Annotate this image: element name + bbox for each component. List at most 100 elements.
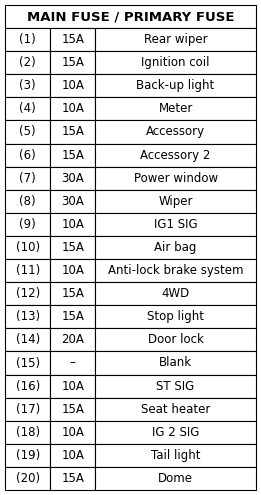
Text: 15A: 15A — [61, 56, 84, 69]
Text: 10A: 10A — [61, 218, 84, 231]
Text: 15A: 15A — [61, 403, 84, 416]
Bar — [96, 120, 256, 144]
Text: (4): (4) — [19, 102, 36, 115]
Bar — [5, 421, 50, 444]
Text: (12): (12) — [16, 287, 40, 300]
Bar — [5, 98, 50, 120]
Bar — [96, 74, 256, 98]
Text: (14): (14) — [16, 334, 40, 346]
Bar — [96, 51, 256, 74]
Text: 10A: 10A — [61, 426, 84, 439]
Text: Tail light: Tail light — [151, 449, 200, 462]
Bar — [96, 236, 256, 259]
Bar — [50, 144, 96, 167]
Text: 15A: 15A — [61, 126, 84, 139]
Text: Accessory 2: Accessory 2 — [140, 148, 211, 161]
Bar — [96, 190, 256, 213]
Bar — [5, 397, 50, 421]
Text: Dome: Dome — [158, 472, 193, 485]
Bar — [50, 259, 96, 282]
Text: (6): (6) — [19, 148, 36, 161]
Text: (10): (10) — [16, 241, 40, 254]
Text: 15A: 15A — [61, 241, 84, 254]
Bar — [50, 120, 96, 144]
Bar — [96, 328, 256, 351]
Bar — [96, 351, 256, 375]
Text: (19): (19) — [16, 449, 40, 462]
Text: 15A: 15A — [61, 148, 84, 161]
Bar — [50, 421, 96, 444]
Text: Ignition coil: Ignition coil — [141, 56, 210, 69]
Bar — [96, 282, 256, 305]
Bar — [50, 28, 96, 51]
Text: –: – — [70, 356, 76, 369]
Bar — [96, 305, 256, 328]
Bar — [5, 282, 50, 305]
Bar — [96, 467, 256, 490]
Bar — [50, 98, 96, 120]
Bar — [50, 282, 96, 305]
Bar — [50, 351, 96, 375]
Bar — [5, 144, 50, 167]
Text: Wiper: Wiper — [158, 195, 193, 208]
Text: 30A: 30A — [62, 195, 84, 208]
Text: Anti-lock brake system: Anti-lock brake system — [108, 264, 243, 277]
Bar — [50, 375, 96, 397]
Bar — [5, 236, 50, 259]
Bar — [96, 397, 256, 421]
Text: (1): (1) — [19, 33, 36, 46]
Text: 10A: 10A — [61, 264, 84, 277]
Bar — [96, 259, 256, 282]
Text: Blank: Blank — [159, 356, 192, 369]
Bar — [96, 444, 256, 467]
Bar — [96, 375, 256, 397]
Text: Stop light: Stop light — [147, 310, 204, 323]
Bar — [5, 213, 50, 236]
Text: IG1 SIG: IG1 SIG — [154, 218, 197, 231]
Text: (3): (3) — [19, 79, 36, 92]
Bar — [50, 328, 96, 351]
Bar — [5, 467, 50, 490]
Text: ST SIG: ST SIG — [157, 380, 195, 393]
Bar — [5, 259, 50, 282]
Text: 15A: 15A — [61, 287, 84, 300]
Bar — [5, 190, 50, 213]
Bar — [5, 375, 50, 397]
Text: 10A: 10A — [61, 380, 84, 393]
Bar — [50, 167, 96, 190]
Text: (16): (16) — [16, 380, 40, 393]
Text: (7): (7) — [19, 172, 36, 185]
Text: Back-up light: Back-up light — [137, 79, 215, 92]
Text: Air bag: Air bag — [155, 241, 197, 254]
Text: MAIN FUSE / PRIMARY FUSE: MAIN FUSE / PRIMARY FUSE — [27, 10, 234, 23]
Bar — [5, 305, 50, 328]
Text: Power window: Power window — [134, 172, 218, 185]
Text: 10A: 10A — [61, 449, 84, 462]
Text: (17): (17) — [16, 403, 40, 416]
Bar — [96, 98, 256, 120]
Text: Door lock: Door lock — [148, 334, 204, 346]
Bar — [50, 397, 96, 421]
Text: 4WD: 4WD — [162, 287, 190, 300]
Text: 15A: 15A — [61, 472, 84, 485]
Text: 30A: 30A — [62, 172, 84, 185]
Text: 10A: 10A — [61, 79, 84, 92]
Bar — [96, 28, 256, 51]
Text: (9): (9) — [19, 218, 36, 231]
Text: 20A: 20A — [61, 334, 84, 346]
Text: (15): (15) — [16, 356, 40, 369]
Text: (11): (11) — [16, 264, 40, 277]
Text: Seat heater: Seat heater — [141, 403, 210, 416]
Bar — [96, 144, 256, 167]
Text: (20): (20) — [16, 472, 40, 485]
Bar — [50, 213, 96, 236]
Bar — [5, 328, 50, 351]
Bar — [96, 167, 256, 190]
Bar — [96, 421, 256, 444]
Text: (5): (5) — [19, 126, 36, 139]
Bar — [5, 167, 50, 190]
Bar — [5, 120, 50, 144]
Bar — [5, 51, 50, 74]
Bar — [50, 190, 96, 213]
Bar — [50, 467, 96, 490]
